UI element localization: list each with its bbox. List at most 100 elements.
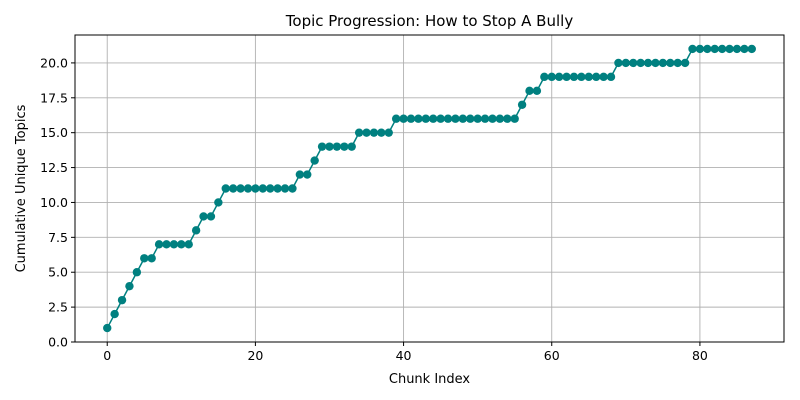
data-point [466,114,475,123]
data-point [421,114,430,123]
data-point [191,226,201,235]
data-point [414,114,423,123]
y-axis-label: Cumulative Unique Topics [14,104,29,272]
data-point [606,72,616,82]
data-point [236,184,245,193]
data-point [451,114,460,123]
data-point [436,114,445,123]
y-axis-ticks: 0.0 2.5 5.0 7.5 10.0 12.5 15.0 17.5 20.0 [40,55,75,350]
data-point [740,44,749,54]
y-tick-label: 17.5 [40,90,68,105]
data-point [140,254,149,263]
data-point [732,44,742,54]
plot-frame [74,34,785,343]
data-point [525,86,534,96]
data-point [658,58,668,68]
data-point [103,323,112,333]
x-tick-label: 20 [247,348,263,363]
y-tick-label: 15.0 [40,125,68,140]
y-tick-label: 2.5 [48,300,68,315]
data-point [117,295,127,305]
data-point [547,72,556,82]
data-point [703,44,712,54]
data-point [206,212,216,221]
data-point [199,212,208,221]
x-axis-ticks: 0 20 40 60 80 [103,342,708,363]
data-point [325,142,334,151]
data-point [495,114,505,123]
data-point [406,114,416,123]
data-point [429,114,438,123]
data-point [184,240,193,249]
data-point [228,184,238,193]
data-point [614,58,623,68]
data-point [717,44,727,54]
x-tick-label: 80 [692,348,708,363]
data-point [710,44,719,54]
data-point [532,86,542,96]
y-tick-label: 0.0 [48,335,68,350]
data-point [258,184,268,193]
series [103,44,756,333]
data-point [154,240,164,249]
data-point [377,128,386,137]
data-point [362,128,371,137]
data-point [310,156,319,165]
x-tick-label: 60 [544,348,560,363]
data-point [591,72,601,82]
data-point [369,128,379,137]
data-point [332,142,342,151]
data-point [251,184,260,193]
data-point [554,72,564,82]
data-point [169,240,179,249]
data-point [621,58,631,68]
data-point [273,184,282,193]
data-point [214,198,223,207]
data-point [629,58,638,68]
data-point [110,309,119,319]
data-point [354,128,364,137]
data-point [510,114,519,123]
data-point [177,240,186,249]
data-point [443,114,453,123]
data-point [340,142,349,151]
data-point [221,184,230,193]
x-tick-label: 0 [103,348,111,363]
data-point [243,184,253,193]
y-tick-label: 7.5 [48,230,68,245]
data-point [517,100,527,109]
data-point [577,72,586,82]
y-tick-label: 20.0 [40,55,68,70]
data-point [666,58,675,68]
data-point [347,142,356,151]
data-point [384,128,393,137]
data-point [480,114,490,123]
data-point [643,58,653,68]
data-point [725,44,734,54]
data-point [391,114,401,123]
data-point [673,58,682,68]
x-axis-label: Chunk Index [389,372,471,387]
data-point [680,58,690,68]
data-point [540,72,549,82]
data-point [562,72,571,82]
chart-title: Topic Progression: How to Stop A Bully [285,12,574,30]
data-point [458,114,468,123]
data-point [266,184,275,193]
data-point [569,72,579,82]
data-point [688,44,697,54]
data-point [132,268,142,277]
data-point [488,114,497,123]
data-point [695,44,705,54]
data-point [125,281,134,291]
data-point [317,142,327,151]
y-tick-label: 12.5 [40,160,68,175]
data-point [399,114,408,123]
data-point [147,254,156,263]
data-point [747,44,756,54]
x-tick-label: 40 [396,348,412,363]
data-point [503,114,512,123]
data-point [303,170,312,179]
data-point [280,184,290,193]
